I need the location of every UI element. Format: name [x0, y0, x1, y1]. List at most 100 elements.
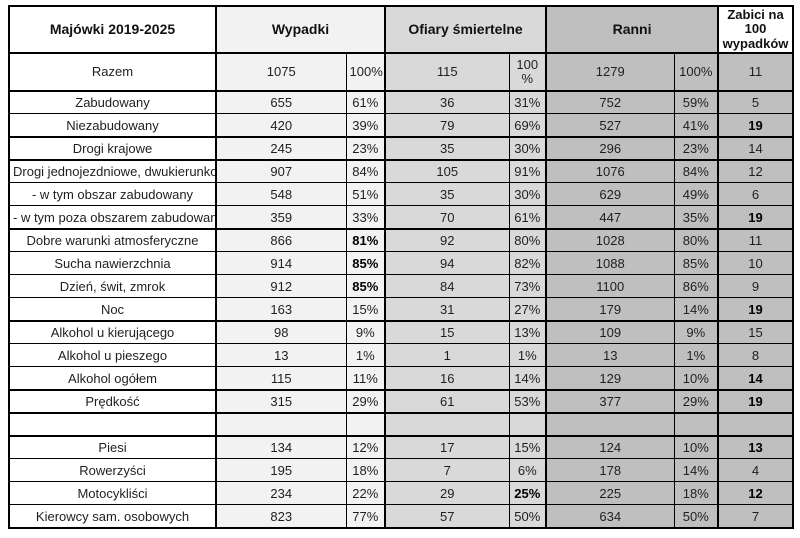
cell-ofiary-pct: 27%	[508, 297, 547, 322]
table-row: Sucha nawierzchnia 914 85% 94 82% 1088 85% 10	[8, 251, 794, 276]
cell-ofiary-count: 29	[384, 481, 510, 506]
header-ofiary-smiertelne: Ofiary śmiertelne	[383, 5, 547, 54]
cell-ofiary-pct: 30%	[508, 182, 547, 207]
cell-ofiary-count: 35	[384, 136, 510, 161]
cell-wypadki-count: 163	[215, 297, 347, 322]
cell-zabici-per-100: 19	[717, 389, 794, 414]
cell-zabici-per-100: 19	[717, 297, 794, 322]
cell-ranni-pct: 86%	[673, 274, 719, 299]
cell-ranni-pct	[673, 412, 719, 437]
cell-ofiary-count: 36	[384, 90, 510, 115]
table-row: Zabudowany 655 61% 36 31% 752 59% 5	[8, 90, 794, 115]
cell-zabici-per-100: 14	[717, 366, 794, 391]
table-row: Drogi jednojezdniowe, dwukierunkowe 907 84…	[8, 159, 794, 184]
cell-ofiary-pct: 14%	[508, 366, 547, 391]
cell-ranni-pct: 1%	[673, 343, 719, 368]
cell-zabici-per-100: 9	[717, 274, 794, 299]
table-row: Razem 1075 100% 115 100 % 1279 100% 11	[8, 52, 794, 92]
cell-ofiary-pct: 100 %	[508, 52, 547, 92]
cell-ofiary-count	[384, 412, 510, 437]
cell-ofiary-pct: 15%	[508, 435, 547, 460]
table-row: Alkohol ogółem 115 11% 16 14% 129 10% 14	[8, 366, 794, 391]
cell-wypadki-pct: 23%	[345, 136, 386, 161]
table-row: Noc 163 15% 31 27% 179 14% 19	[8, 297, 794, 322]
cell-wypadki-count	[215, 412, 347, 437]
cell-ofiary-count: 70	[384, 205, 510, 230]
cell-ofiary-pct: 61%	[508, 205, 547, 230]
row-label: Kierowcy sam. osobowych	[8, 504, 217, 529]
cell-ofiary-count: 61	[384, 389, 510, 414]
header-title: Majówki 2019-2025	[8, 5, 217, 54]
table-row: Alkohol u kierującego 98 9% 15 13% 109 9% 15	[8, 320, 794, 345]
cell-ofiary-count: 92	[384, 228, 510, 253]
table-row: Niezabudowany 420 39% 79 69% 527 41% 19	[8, 113, 794, 138]
cell-wypadki-pct: 22%	[345, 481, 386, 506]
cell-wypadki-count: 655	[215, 90, 347, 115]
cell-wypadki-pct: 39%	[345, 113, 386, 138]
table-row: Kierowcy sam. osobowych 823 77% 57 50% 634 50%…	[8, 504, 794, 529]
cell-wypadki-count: 1075	[215, 52, 347, 92]
cell-ranni-pct: 59%	[673, 90, 719, 115]
cell-ranni-pct: 85%	[673, 251, 719, 276]
cell-zabici-per-100: 4	[717, 458, 794, 483]
cell-zabici-per-100: 13	[717, 435, 794, 460]
cell-ranni-pct: 23%	[673, 136, 719, 161]
cell-wypadki-pct: 29%	[345, 389, 386, 414]
cell-ofiary-count: 105	[384, 159, 510, 184]
cell-ranni-count: 1088	[545, 251, 675, 276]
cell-wypadki-pct: 12%	[345, 435, 386, 460]
cell-wypadki-count: 914	[215, 251, 347, 276]
table-row: Alkohol u pieszego 13 1% 1 1% 13 1% 8	[8, 343, 794, 368]
cell-wypadki-count: 13	[215, 343, 347, 368]
cell-ofiary-pct: 50%	[508, 504, 547, 529]
cell-ofiary-pct: 30%	[508, 136, 547, 161]
cell-ranni-pct: 14%	[673, 458, 719, 483]
row-label: - w tym poza obszarem zabudowanym	[8, 205, 217, 230]
cell-wypadki-pct: 15%	[345, 297, 386, 322]
cell-wypadki-pct: 77%	[345, 504, 386, 529]
cell-ranni-count: 179	[545, 297, 675, 322]
header-ranni: Ranni	[545, 5, 719, 54]
cell-wypadki-pct: 51%	[345, 182, 386, 207]
cell-wypadki-pct: 85%	[345, 251, 386, 276]
table-body: Razem 1075 100% 115 100 % 1279 100% 11 Zabudowan…	[8, 52, 794, 529]
row-label: Motocykliści	[8, 481, 217, 506]
table-row: Prędkość 315 29% 61 53% 377 29% 19	[8, 389, 794, 414]
cell-wypadki-count: 548	[215, 182, 347, 207]
cell-ofiary-count: 84	[384, 274, 510, 299]
cell-ranni-pct: 18%	[673, 481, 719, 506]
cell-zabici-per-100: 19	[717, 113, 794, 138]
cell-ranni-pct: 84%	[673, 159, 719, 184]
row-label: - w tym obszar zabudowany	[8, 182, 217, 207]
cell-zabici-per-100: 19	[717, 205, 794, 230]
cell-zabici-per-100: 7	[717, 504, 794, 529]
cell-ranni-count: 1028	[545, 228, 675, 253]
cell-zabici-per-100: 10	[717, 251, 794, 276]
cell-wypadki-pct	[345, 412, 386, 437]
cell-ranni-count: 634	[545, 504, 675, 529]
cell-ranni-count: 1100	[545, 274, 675, 299]
cell-ranni-count: 377	[545, 389, 675, 414]
cell-ranni-count: 124	[545, 435, 675, 460]
cell-ranni-pct: 41%	[673, 113, 719, 138]
cell-ofiary-count: 1	[384, 343, 510, 368]
row-label: Rowerzyści	[8, 458, 217, 483]
cell-zabici-per-100: 5	[717, 90, 794, 115]
cell-ranni-count: 296	[545, 136, 675, 161]
row-label: Razem	[8, 52, 217, 92]
cell-ranni-count: 447	[545, 205, 675, 230]
cell-ranni-pct: 35%	[673, 205, 719, 230]
cell-ofiary-pct: 53%	[508, 389, 547, 414]
cell-ranni-count: 225	[545, 481, 675, 506]
cell-zabici-per-100: 14	[717, 136, 794, 161]
cell-ranni-pct: 10%	[673, 366, 719, 391]
cell-ofiary-pct: 31%	[508, 90, 547, 115]
cell-ofiary-count: 94	[384, 251, 510, 276]
cell-wypadki-count: 234	[215, 481, 347, 506]
cell-wypadki-count: 912	[215, 274, 347, 299]
cell-ofiary-pct: 82%	[508, 251, 547, 276]
table-row: - w tym obszar zabudowany 548 51% 35 30% 629 4…	[8, 182, 794, 207]
cell-wypadki-count: 315	[215, 389, 347, 414]
cell-zabici-per-100: 11	[717, 52, 794, 92]
